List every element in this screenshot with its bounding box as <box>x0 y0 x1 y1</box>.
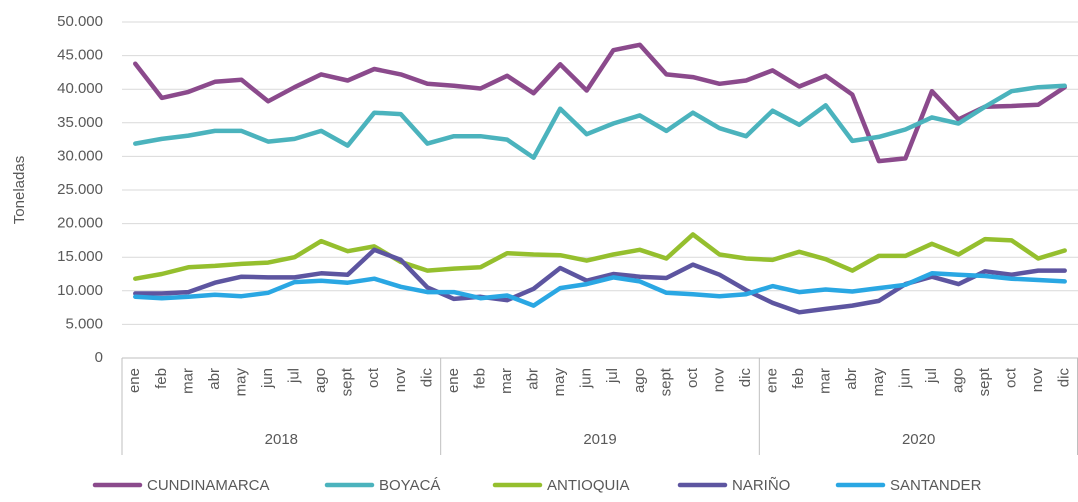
series-line <box>133 83 1067 160</box>
x-tick-label: may <box>551 368 568 397</box>
x-tick-label: sept <box>657 367 674 396</box>
legend-label: CUNDINAMARCA <box>147 477 270 494</box>
x-tick-label: feb <box>790 368 807 389</box>
x-tick-label: abr <box>843 368 860 390</box>
x-tick-label: ago <box>631 368 648 393</box>
x-tick-label: dic <box>1056 368 1073 388</box>
x-tick-label: nov <box>392 368 409 393</box>
series-line <box>133 232 1067 281</box>
legend-label: BOYACÁ <box>379 477 440 494</box>
x-tick-label: dic <box>418 368 435 388</box>
x-tick-label: oct <box>684 367 701 388</box>
x-tick-label: ene <box>445 368 462 393</box>
y-tick-label: 40.000 <box>57 80 103 97</box>
year-label: 2018 <box>265 431 298 448</box>
x-tick-label: jun <box>259 368 276 389</box>
x-tick-label: mar <box>498 368 515 394</box>
x-tick-label: jun <box>896 368 913 389</box>
year-label: 2020 <box>902 431 935 448</box>
legend-label: NARIÑO <box>732 477 790 494</box>
y-tick-label: 25.000 <box>57 181 103 198</box>
x-tick-label: feb <box>471 368 488 389</box>
x-tick-label: ago <box>312 368 329 393</box>
legend-label: ANTIOQUIA <box>547 477 630 494</box>
y-tick-label: 50.000 <box>57 13 103 30</box>
y-tick-label: 45.000 <box>57 47 103 64</box>
x-tick-label: nov <box>710 368 727 393</box>
x-tick-label: ago <box>949 368 966 393</box>
y-axis-label: Toneladas <box>11 156 28 224</box>
x-tick-label: dic <box>737 368 754 388</box>
x-tick-label: nov <box>1029 368 1046 393</box>
year-label: 2019 <box>583 431 616 448</box>
y-tick-label: 35.000 <box>57 114 103 131</box>
x-tick-label: feb <box>153 368 170 389</box>
x-tick-label: jul <box>923 368 940 384</box>
x-tick-label: jul <box>604 368 621 384</box>
x-tick-label: jun <box>578 368 595 389</box>
y-tick-label: 20.000 <box>57 215 103 232</box>
x-tick-label: mar <box>817 368 834 394</box>
x-tick-label: sept <box>339 367 356 396</box>
x-tick-label: ene <box>126 368 143 393</box>
x-tick-label: jul <box>286 368 303 384</box>
x-tick-label: sept <box>976 367 993 396</box>
x-tick-label: ene <box>764 368 781 393</box>
x-tick-label: may <box>870 368 887 397</box>
y-tick-label: 15.000 <box>57 248 103 265</box>
y-tick-label: 0 <box>95 349 103 366</box>
x-tick-label: oct <box>365 367 382 388</box>
series-line <box>133 271 1067 308</box>
legend-label: SANTANDER <box>890 477 982 494</box>
x-tick-label: abr <box>206 368 223 390</box>
x-tick-label: oct <box>1003 367 1020 388</box>
series-line <box>133 42 1067 164</box>
x-tick-label: mar <box>179 368 196 394</box>
y-tick-label: 5.000 <box>65 315 103 332</box>
y-tick-label: 10.000 <box>57 282 103 299</box>
y-tick-label: 30.000 <box>57 147 103 164</box>
x-tick-label: abr <box>525 368 542 390</box>
x-tick-label: may <box>232 368 249 397</box>
